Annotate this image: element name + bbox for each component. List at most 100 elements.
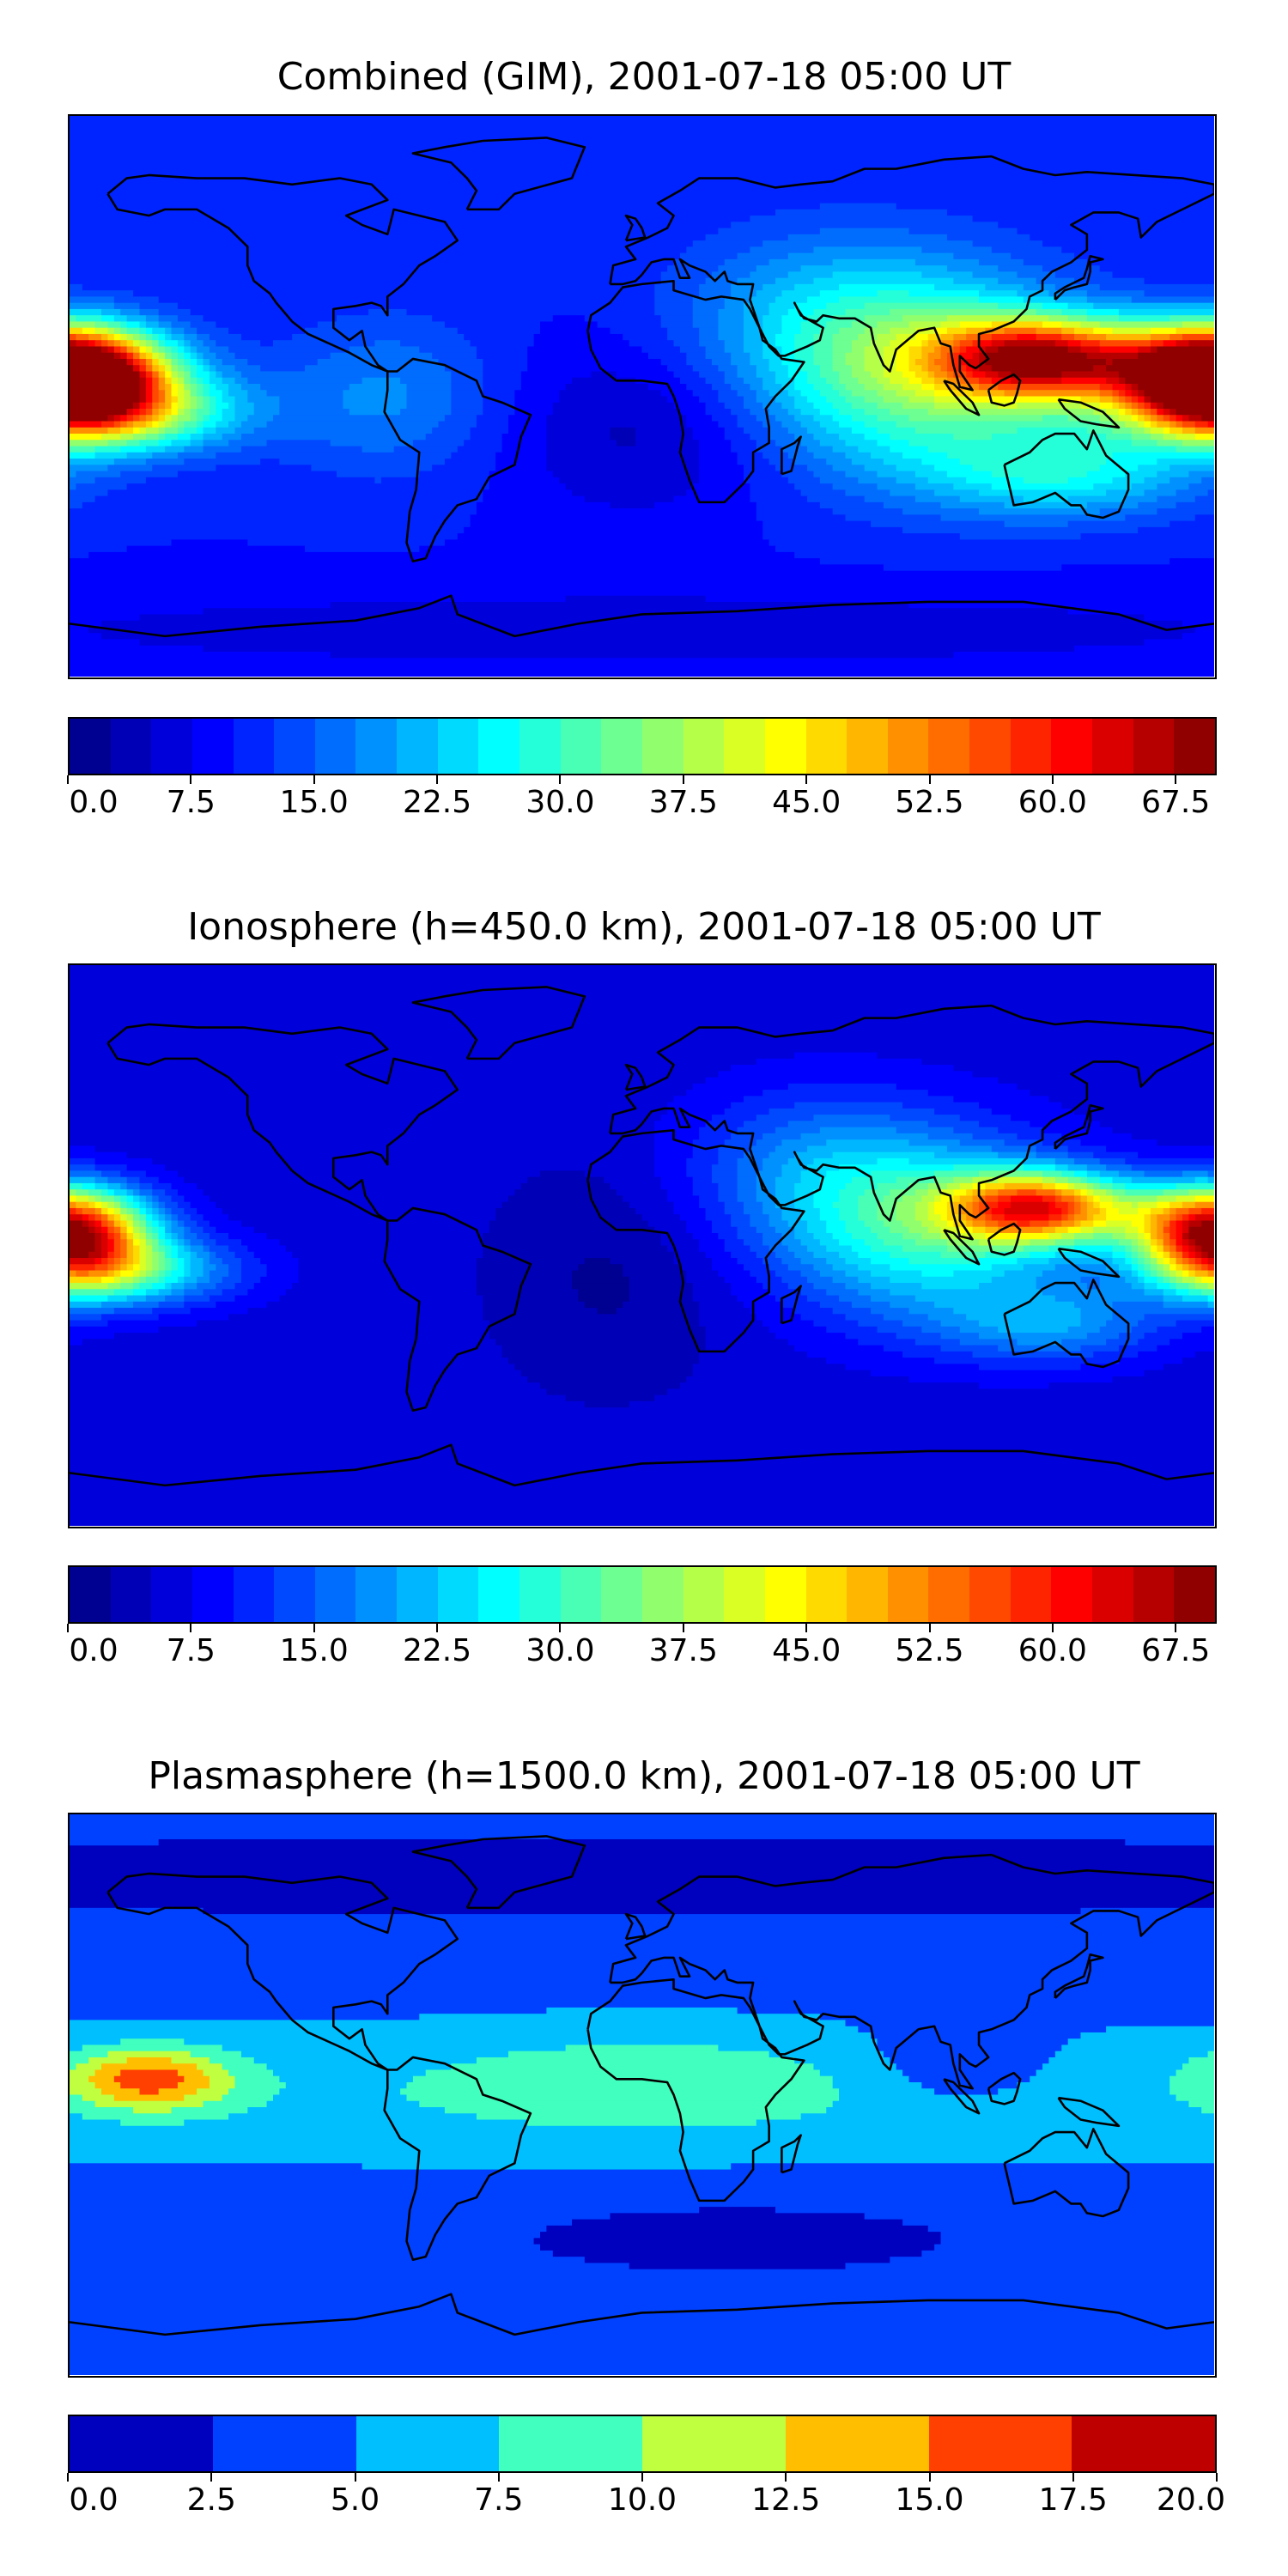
colorbar-tick-label: 37.5 <box>648 1633 718 1668</box>
colorbar-level <box>233 1567 275 1622</box>
colorbar-level <box>191 719 234 774</box>
colorbar-combined <box>68 717 1217 775</box>
colorbar-tick <box>641 2473 643 2482</box>
coastline <box>383 2056 532 2262</box>
colorbar-tick-label: 30.0 <box>526 785 595 820</box>
colorbar-tick-label: 15.0 <box>279 785 349 820</box>
coastline <box>411 986 586 1060</box>
colorbar-tick <box>436 775 439 784</box>
coastline <box>411 1835 586 1910</box>
colorbar-level <box>212 2416 356 2471</box>
colorbar-tick-label: 60.0 <box>1018 1633 1087 1668</box>
coastline <box>624 214 647 242</box>
colorbar-tick-label: 12.5 <box>751 2482 821 2518</box>
colorbar-ionosphere <box>68 1565 1217 1624</box>
colorbar-tick <box>1175 1624 1177 1632</box>
coastline <box>106 173 459 373</box>
colorbar-level <box>1133 1567 1175 1622</box>
colorbar-tick <box>313 775 315 784</box>
colorbar-level <box>969 1567 1011 1622</box>
coastline <box>609 155 1214 392</box>
colorbar-tick <box>1072 2473 1074 2482</box>
map-plasmasphere <box>68 1813 1217 2378</box>
colorbar-level <box>601 1567 642 1622</box>
colorbar-tick <box>559 1624 562 1632</box>
colorbar-level <box>355 1567 398 1622</box>
colorbar-level <box>437 1567 479 1622</box>
colorbar-ticks-ionosphere: 0.0 7.5 15.0 22.5 30.0 37.5 45.0 52.5 60.0 67.5 <box>67 1624 1217 1668</box>
colorbar-level <box>314 719 356 774</box>
colorbar-level <box>233 719 275 774</box>
colorbar-tick-label: 7.5 <box>166 785 216 820</box>
tec-field <box>70 1814 1214 2375</box>
colorbar-tick <box>67 1624 69 1632</box>
panel-title-combined: Combined (GIM), 2001-07-18 05:00 UT <box>276 55 1012 99</box>
colorbar-tick <box>1216 2473 1218 2482</box>
coastlines <box>70 1835 1214 2336</box>
map-ionosphere <box>68 963 1217 1528</box>
coastline <box>1054 1103 1104 1150</box>
colorbar-level <box>1051 719 1093 774</box>
coastline <box>943 380 981 416</box>
colorbar-level <box>928 2416 1072 2471</box>
colorbar-level <box>519 1567 561 1622</box>
coastline <box>1057 1247 1121 1279</box>
coastline <box>106 1023 459 1222</box>
colorbar-tick-label: 45.0 <box>772 1633 841 1668</box>
colorbar-tick <box>928 775 931 784</box>
colorbar-tick <box>682 775 684 784</box>
colorbar-ticks-plasmasphere: 0.0 2.5 5.0 7.5 10.0 12.5 15.0 17.5 20.0 <box>67 2473 1225 2518</box>
colorbar-tick <box>682 1624 684 1632</box>
colorbar-level <box>724 1567 765 1622</box>
colorbar-level <box>887 1567 929 1622</box>
coastline <box>1054 254 1104 301</box>
coastline <box>1057 2096 1121 2128</box>
colorbar-ticks-combined: 0.0 7.5 15.0 22.5 30.0 37.5 45.0 52.5 60.0 67.5 <box>67 775 1217 820</box>
colorbar-tick <box>436 1624 439 1632</box>
coastline <box>411 137 586 211</box>
colorbar-level <box>151 1567 192 1622</box>
colorbar-tick-label: 22.5 <box>402 785 472 820</box>
colorbar-tick-label: 22.5 <box>402 1633 472 1668</box>
coastline <box>70 1443 1214 1487</box>
colorbar-level <box>1051 1567 1093 1622</box>
colorbar-level <box>274 1567 315 1622</box>
coastline <box>1003 2128 1130 2218</box>
map-combined <box>68 114 1217 679</box>
colorbar-level <box>151 719 192 774</box>
colorbar-level <box>1072 2416 1215 2471</box>
colorbar-level <box>642 2416 786 2471</box>
colorbar-level <box>847 719 888 774</box>
colorbar-tick <box>313 1624 315 1632</box>
colorbar-level <box>601 719 642 774</box>
coastline <box>586 1978 805 2202</box>
coastlines <box>70 986 1214 1487</box>
colorbar-level <box>641 1567 683 1622</box>
colorbar-tick <box>559 775 562 784</box>
coastline <box>624 1912 647 1941</box>
colorbar-level <box>1010 1567 1052 1622</box>
coastline <box>1054 1953 1104 1999</box>
colorbar-tick <box>190 1624 192 1632</box>
colorbar-level <box>805 719 848 774</box>
colorbar-level <box>478 1567 520 1622</box>
colorbar-tick-label: 20.0 <box>1156 2482 1226 2518</box>
colorbar-level <box>1092 1567 1133 1622</box>
colorbar-level <box>1133 719 1175 774</box>
colorbar-level <box>847 1567 888 1622</box>
colorbar-level <box>683 719 725 774</box>
colorbar-level <box>70 2416 213 2471</box>
colorbar-level <box>887 719 929 774</box>
colorbar-tick-label: 15.0 <box>895 2482 964 2518</box>
colorbar-level <box>724 719 765 774</box>
colorbar-tick <box>190 775 192 784</box>
colorbar-tick <box>785 2473 787 2482</box>
colorbar-level <box>499 2416 642 2471</box>
coastline <box>1003 429 1130 519</box>
coastline <box>781 435 802 476</box>
coastline <box>943 1229 981 1266</box>
colorbar-tick <box>354 2473 356 2482</box>
colorbar-tick-label: 7.5 <box>166 1633 216 1668</box>
tec-field <box>70 965 1214 1526</box>
coastline <box>624 1063 647 1091</box>
